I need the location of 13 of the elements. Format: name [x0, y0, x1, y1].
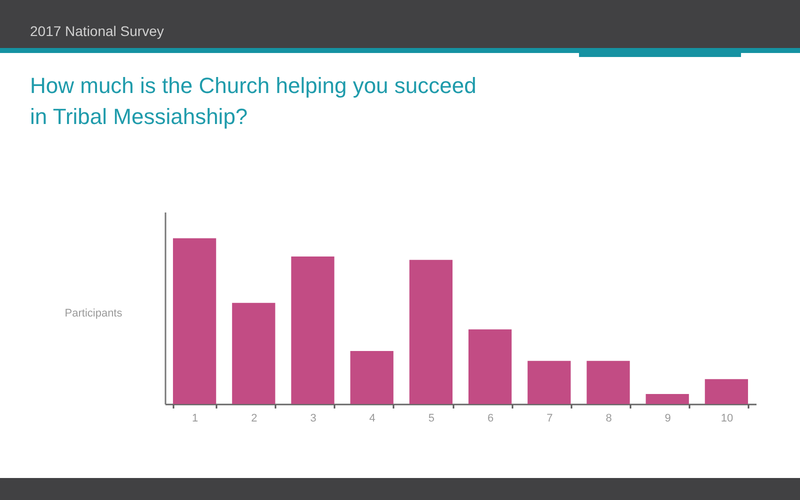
x-tick-label: 3: [310, 412, 316, 424]
x-tick-label: 1: [192, 412, 198, 424]
x-tick-label: 10: [720, 412, 734, 424]
x-tick-label: 8: [606, 412, 612, 424]
x-tick-label: 2: [251, 412, 258, 424]
text: 2017 National Survey: [30, 23, 164, 39]
x-tick-label: 5: [428, 412, 435, 424]
x-tick-label: 6: [487, 412, 494, 424]
chart-title: How much is the Church helping you succeed in Tribal Messiahship?: [30, 73, 476, 129]
x-tick-label: 7: [546, 412, 553, 424]
x-tick-label: 9: [664, 412, 671, 424]
x-tick-label: 4: [369, 412, 376, 424]
y-axis-title: Participants: [64, 308, 123, 320]
